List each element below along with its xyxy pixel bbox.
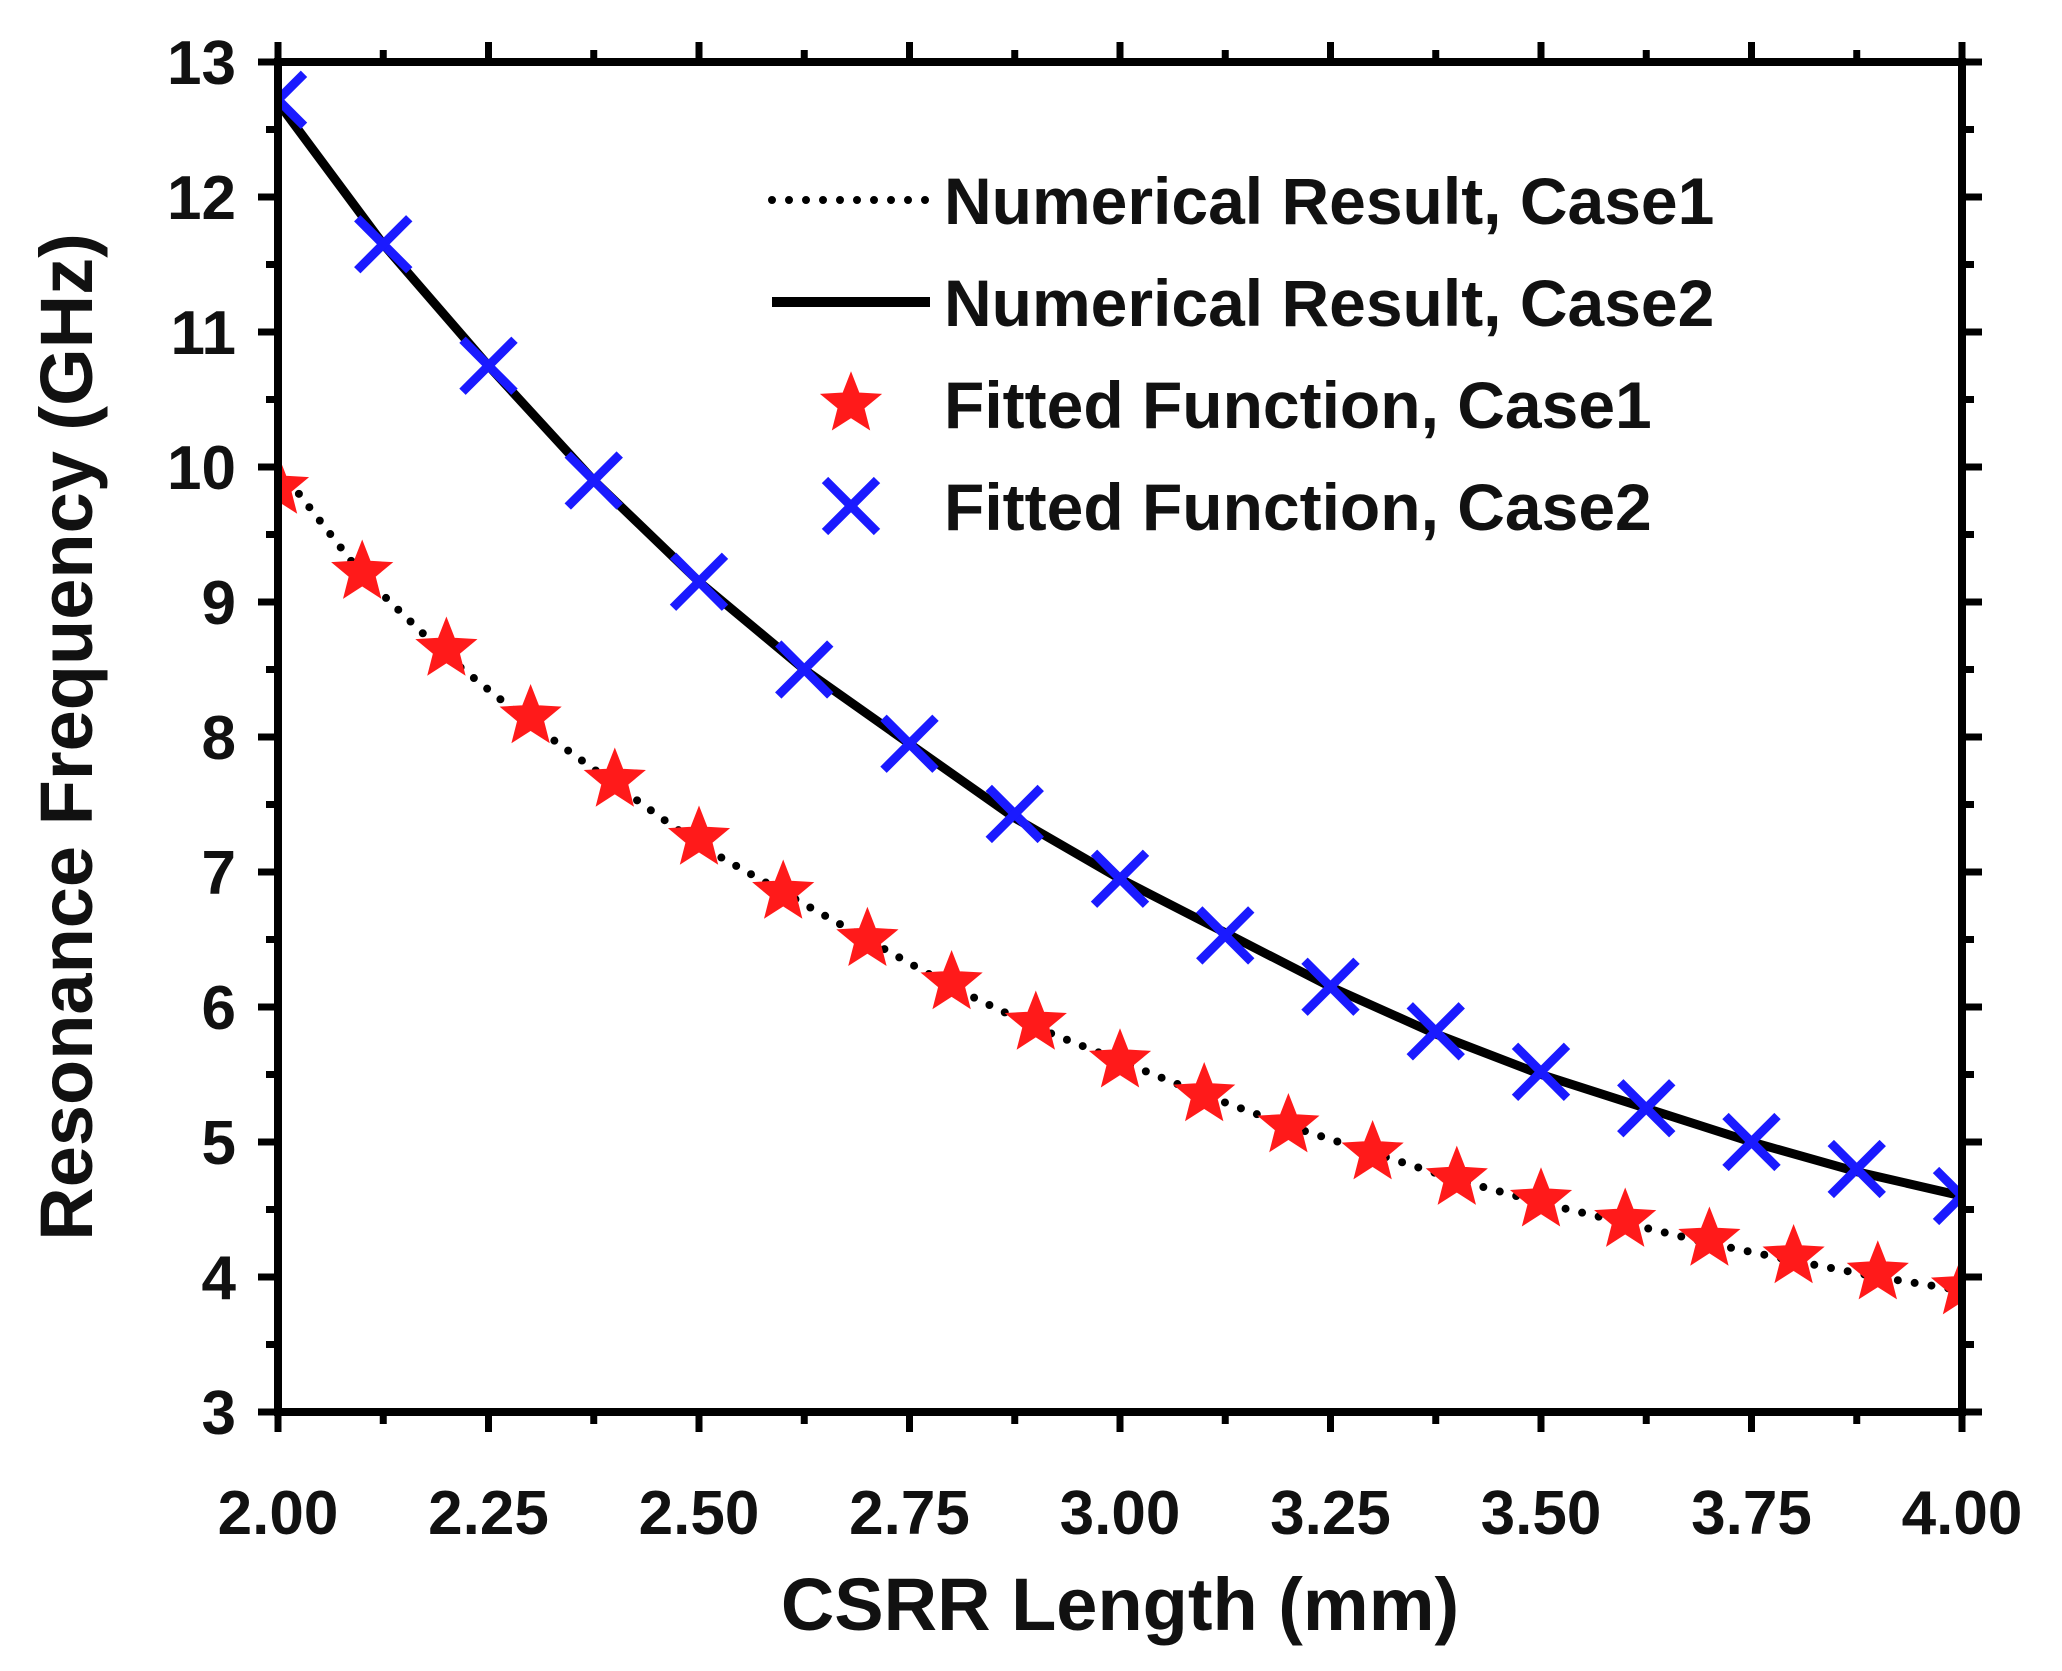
data-point [1846, 1240, 1909, 1300]
legend-item-4: Fitted Function, Case2 [821, 470, 1652, 544]
data-point [920, 949, 983, 1010]
y-tick-label: 10 [167, 434, 236, 503]
y-axis-tick-labels: 3 4 5 6 7 8 9 10 11 12 13 [167, 29, 236, 1448]
data-point [1257, 1093, 1320, 1153]
data-point [1678, 1206, 1741, 1266]
legend-label: Numerical Result, Case2 [944, 266, 1714, 340]
legend-symbol [819, 371, 883, 431]
y-tick-label: 9 [202, 569, 236, 638]
data-point [1088, 1028, 1152, 1088]
legend-item-1: Numerical Result, Case1 [768, 164, 1714, 238]
data-point [752, 859, 815, 919]
data-point [1511, 1042, 1571, 1101]
x-tick-label: 2.00 [218, 1479, 339, 1548]
data-point [667, 805, 731, 865]
y-tick-label: 6 [202, 974, 236, 1043]
data-point [1617, 1079, 1676, 1138]
series-3 [274, 454, 1966, 1315]
y-tick-label: 13 [167, 29, 236, 98]
x-tick-label: 2.25 [428, 1479, 549, 1548]
data-point [1301, 957, 1360, 1016]
data-point [1425, 1145, 1488, 1205]
data-point [669, 552, 729, 611]
x-tick-label: 3.25 [1270, 1479, 1391, 1548]
data-point [415, 616, 478, 676]
data-point [775, 640, 834, 699]
data-point [1827, 1139, 1886, 1199]
x-tick-label: 3.00 [1060, 1479, 1181, 1548]
data-point [331, 539, 394, 599]
y-tick-label: 11 [170, 299, 236, 368]
legend-label: Numerical Result, Case1 [944, 164, 1714, 238]
legend-item-2: Numerical Result, Case2 [772, 266, 1714, 340]
data-point [1406, 1002, 1465, 1061]
data-point [1509, 1167, 1573, 1227]
data-point [1173, 1062, 1236, 1122]
series-layer [274, 70, 1966, 1315]
x-axis-tick-labels: 2.00 2.25 2.50 2.75 3.00 3.25 3.50 3.75 4.00 [218, 1479, 2023, 1548]
data-point [564, 451, 623, 510]
data-point [836, 906, 899, 967]
y-tick-label: 12 [167, 164, 236, 233]
y-tick-label: 4 [202, 1244, 237, 1313]
x-tick-label: 4.00 [1902, 1479, 2023, 1548]
data-point [985, 784, 1044, 844]
legend-marker [819, 371, 883, 431]
data-point [1594, 1187, 1657, 1247]
data-point [1004, 990, 1067, 1050]
legend: Numerical Result, Case1 Numerical Result,… [768, 164, 1714, 544]
data-point [1762, 1224, 1825, 1284]
data-point [499, 684, 562, 744]
series-1 [274, 463, 1966, 1295]
x-axis-title: CSRR Length (mm) [781, 1563, 1459, 1646]
data-point [1090, 849, 1150, 908]
legend-label: Fitted Function, Case1 [944, 368, 1652, 442]
y-tick-label: 3 [202, 1379, 236, 1448]
x-tick-label: 2.75 [849, 1479, 970, 1548]
legend-symbol [821, 476, 881, 536]
y-tick-label: 7 [202, 839, 236, 908]
data-point [583, 747, 646, 807]
x-tick-label: 3.75 [1691, 1479, 1812, 1548]
data-point [880, 714, 939, 773]
legend-marker [821, 476, 881, 536]
axis-ticks [258, 42, 1982, 1432]
data-point [459, 336, 518, 395]
data-point [354, 215, 413, 274]
y-axis-title: Resonance Frequency (GHz) [25, 233, 108, 1240]
data-point [1341, 1120, 1404, 1180]
series-line-1 [274, 463, 1966, 1295]
legend-item-3: Fitted Function, Case1 [819, 368, 1652, 442]
y-tick-label: 5 [202, 1109, 236, 1178]
x-tick-label: 3.50 [1481, 1479, 1602, 1548]
legend-label: Fitted Function, Case2 [944, 470, 1652, 544]
y-tick-label: 8 [202, 704, 236, 773]
data-point [1196, 906, 1255, 965]
data-point [1722, 1112, 1781, 1172]
x-tick-label: 2.50 [639, 1479, 760, 1548]
